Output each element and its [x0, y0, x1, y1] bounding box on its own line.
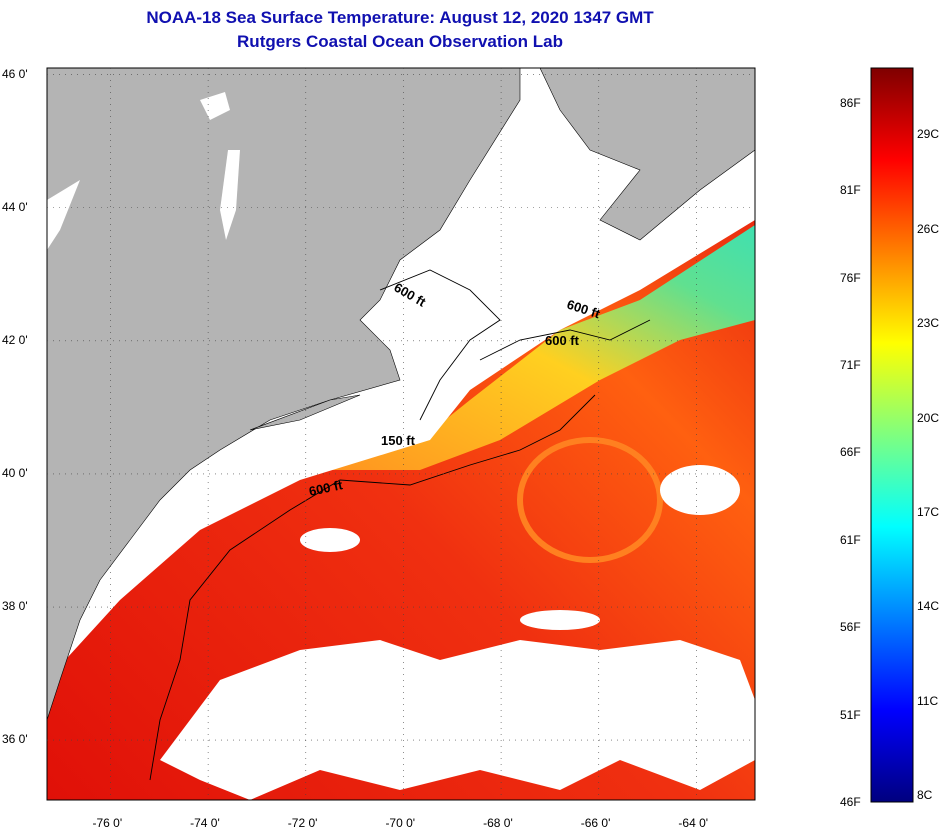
colorbar-f-label: 66F	[840, 445, 861, 460]
contour-label: 150 ft	[381, 433, 416, 448]
lon-tick-label: -74 0'	[190, 816, 220, 830]
lake	[200, 92, 230, 120]
long-island	[249, 394, 361, 431]
lon-tick-label: -70 0'	[385, 816, 416, 830]
colorbar	[870, 67, 914, 803]
lat-tick-label: 38 0'	[2, 599, 28, 614]
colorbar-c-label: 20C	[917, 410, 940, 425]
colorbar-f-label: 61F	[840, 532, 861, 547]
colorbar-c-label: 8C	[917, 788, 933, 802]
colorbar-f-label: 46F	[840, 795, 861, 809]
map-frame	[46, 67, 756, 801]
colorbar-f-label: 51F	[840, 707, 861, 722]
cloud-patch	[300, 528, 360, 552]
colorbar-f-label: 71F	[840, 358, 861, 373]
isobath-600ft	[149, 394, 596, 781]
isobath-600ft-north	[479, 319, 651, 361]
lat-tick-label: 40 0'	[2, 465, 28, 480]
colorbar-c-label: 26C	[917, 221, 940, 236]
shelf-water	[300, 225, 755, 470]
lon-tick-label: -76 0'	[92, 816, 123, 830]
lake	[47, 180, 80, 250]
lon-tick-label: -64 0'	[678, 816, 709, 830]
warm-eddy	[517, 437, 663, 563]
lat-tick-label: 44 0'	[2, 199, 28, 214]
colorbar-f-label: 76F	[840, 270, 861, 285]
map-title: NOAA-18 Sea Surface Temperature: August …	[146, 8, 654, 27]
colorbar-c-label: 29C	[917, 127, 940, 142]
land-maritimes	[539, 68, 755, 241]
cloud-patch	[520, 610, 600, 630]
lat-tick-label: 42 0'	[2, 332, 28, 347]
colorbar-f-label: 81F	[840, 183, 861, 198]
lake	[220, 150, 240, 240]
lat-tick-label: 36 0'	[2, 732, 28, 747]
colorbar-c-label: 23C	[917, 316, 940, 331]
colorbar-f-label: 86F	[840, 95, 861, 110]
map-subtitle: Rutgers Coastal Ocean Observation Lab	[237, 32, 563, 51]
lon-tick-label: -68 0'	[483, 816, 513, 830]
graticule	[47, 68, 755, 800]
isobath-150ft	[379, 269, 501, 421]
lon-tick-label: -72 0'	[287, 816, 318, 830]
contour-label: 600 ft	[308, 477, 345, 499]
cloud-patch	[660, 465, 740, 515]
cloud-mask-south	[160, 640, 755, 800]
lon-tick-label: -66 0'	[580, 816, 611, 830]
colorbar-c-label: 17C	[917, 504, 940, 519]
colorbar-f-label: 56F	[840, 620, 861, 635]
colorbar-c-label: 14C	[917, 599, 940, 614]
lat-tick-label: 46 0'	[2, 66, 28, 81]
contour-label: 600 ft	[545, 333, 580, 348]
colorbar-c-label: 11C	[917, 693, 939, 708]
